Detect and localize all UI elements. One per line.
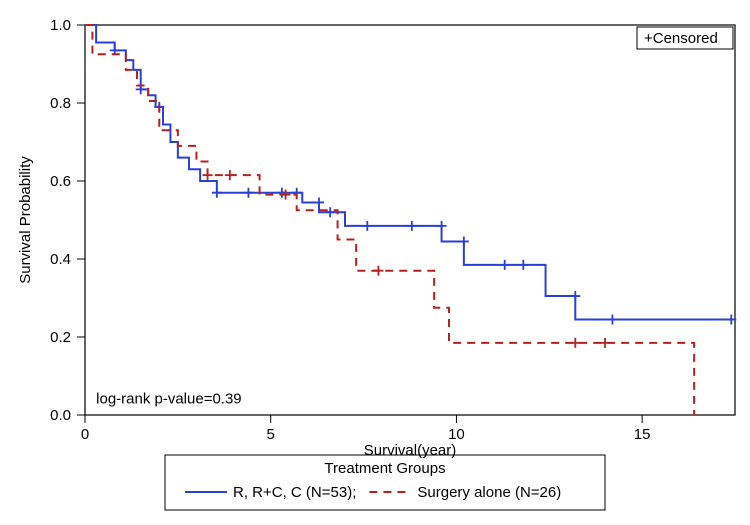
y-axis-label: Survival Probability <box>17 156 34 284</box>
legend-label: R, R+C, C (N=53); <box>233 484 356 501</box>
censored-label: +Censored <box>644 30 718 47</box>
x-tick-label: 15 <box>634 426 651 443</box>
x-tick-label: 5 <box>267 426 275 443</box>
x-axis-label: Survival(year) <box>364 442 457 459</box>
y-tick-label: 0.8 <box>50 95 71 112</box>
pvalue-annotation: log-rank p-value=0.39 <box>96 390 242 407</box>
km-chart: 0 5 10 15 0.0 0.2 0.4 0.6 0.8 1.0 Survival(year) Su… <box>0 0 750 525</box>
y-tick-label: 0.6 <box>50 173 71 190</box>
x-tick-label: 10 <box>448 426 465 443</box>
y-tick-label: 0.0 <box>50 407 71 424</box>
y-tick-label: 0.2 <box>50 329 71 346</box>
legend-title: Treatment Groups <box>324 460 445 477</box>
x-tick-label: 0 <box>81 426 89 443</box>
y-tick-label: 1.0 <box>50 17 71 34</box>
y-tick-label: 0.4 <box>50 251 71 268</box>
legend-label: Surgery alone (N=26) <box>417 484 561 501</box>
chart-svg: 0 5 10 15 0.0 0.2 0.4 0.6 0.8 1.0 Survival(year) Su… <box>0 0 750 525</box>
